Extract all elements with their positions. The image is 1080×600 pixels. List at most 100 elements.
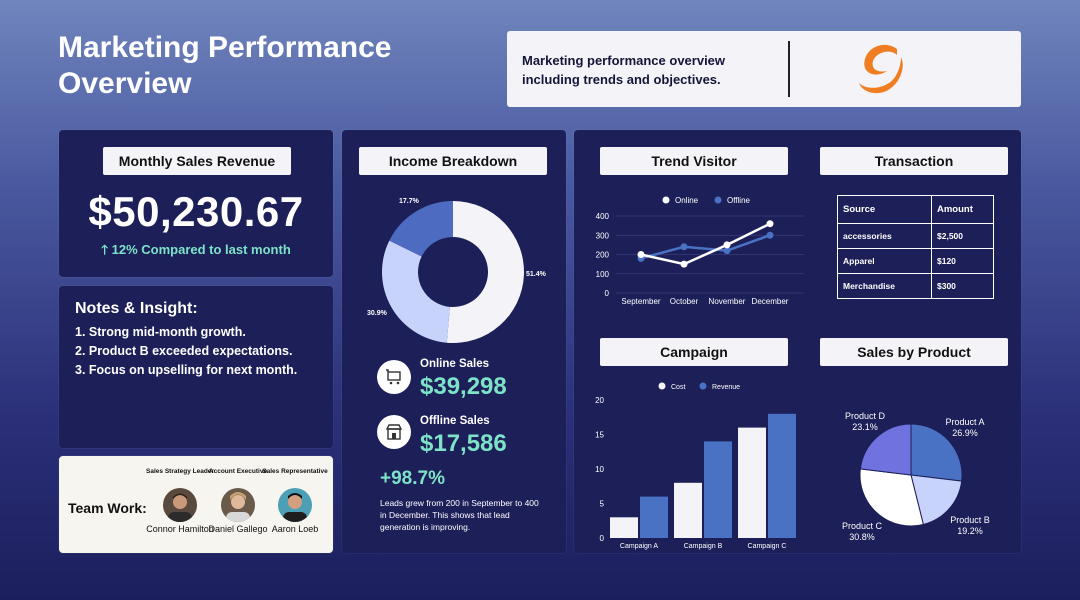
pie-label: Product B: [950, 515, 990, 525]
table-cell: accessories: [837, 223, 932, 249]
data-point: [680, 243, 688, 251]
header-description: Marketing performance overview including…: [522, 53, 726, 87]
donut-slice: [389, 201, 453, 257]
x-tick-label: Campaign A: [620, 543, 658, 550]
bar: [640, 496, 668, 538]
member-name: Aaron Loeb: [271, 524, 319, 534]
bar: [610, 517, 638, 538]
store-icon: [377, 415, 411, 449]
growth-text: Leads grew from 200 in September to 400 …: [380, 498, 539, 532]
member-role: Account Executive: [208, 468, 268, 475]
x-tick-label: December: [752, 297, 789, 306]
x-tick-label: October: [670, 297, 699, 306]
legend-marker: [662, 196, 670, 204]
donut-label-mid-share: 30.9%: [367, 310, 387, 317]
table-cell: Apparel: [837, 248, 932, 274]
team-member: Account Executive Daniel Gallego: [203, 468, 273, 534]
notes-item: 3. Focus on upselling for next month.: [75, 363, 298, 377]
bar: [704, 441, 732, 538]
member-role: Sales Strategy Leader: [146, 468, 214, 475]
y-tick-label: 15: [595, 431, 604, 440]
table-cell: $2,500: [931, 223, 994, 249]
y-tick-label: 20: [595, 396, 604, 405]
data-point: [680, 260, 688, 268]
campaign-chart: 0 5 10 15 20 Cost Revenue Campaign A Campaign B C…: [595, 382, 796, 550]
team-member: Sales Representative Aaron Loeb: [260, 468, 330, 534]
pie-slice: [910, 423, 963, 482]
legend-marker: [699, 382, 707, 390]
analytics-panel: Trend Visitor Transaction Campaign Sales…: [574, 130, 1021, 553]
table-header-source: Source: [837, 195, 932, 224]
online-sales-value: $39,298: [420, 373, 507, 400]
x-tick-label: September: [621, 297, 660, 306]
pie-percent-label: 19.2%: [957, 526, 983, 536]
growth-value: +98.7%: [380, 468, 445, 489]
team-label: Team Work:: [68, 500, 147, 516]
sales-revenue-title: Monthly Sales Revenue: [103, 147, 291, 175]
trend-visitor-chart: 0 100 200 300 400 September October November Dec…: [596, 196, 804, 306]
sales-by-product-chart: Product A26.9% Product B19.2% Product C30.…: [842, 411, 990, 542]
legend-label: Offline: [727, 196, 751, 205]
notes-panel: Notes & Insight: 1. Strong mid-month gro…: [59, 286, 333, 448]
pie-percent-label: 23.1%: [852, 422, 878, 432]
page-title: Marketing Performance Overview: [58, 31, 392, 100]
legend-label: Online: [675, 196, 699, 205]
table-cell: $300: [931, 273, 994, 299]
income-title: Income Breakdown: [359, 147, 547, 175]
header-description-box: Marketing performance overview including…: [507, 31, 1021, 107]
y-tick-label: 200: [596, 251, 610, 260]
sales-revenue-panel: Monthly Sales Revenue $50,230.67 🡑 12% C…: [59, 130, 333, 277]
income-donut-chart: [382, 201, 524, 343]
pie-label: Product D: [845, 411, 886, 421]
revenue-change: 🡑 12% Compared to last month: [59, 241, 333, 263]
offline-sales-label: Offline Sales: [420, 415, 490, 427]
header-divider: [788, 41, 790, 97]
data-point: [766, 220, 774, 228]
avatar: [221, 488, 255, 522]
revenue-value: $50,230.67: [88, 188, 304, 235]
y-tick-label: 5: [600, 500, 605, 509]
member-role: Sales Representative: [262, 468, 328, 475]
avatar: [163, 488, 197, 522]
table-cell: $120: [931, 248, 994, 274]
donut-label-large-share: 51.4%: [526, 271, 546, 278]
donut-slice: [446, 201, 524, 343]
notes-item: 1. Strong mid-month growth.: [75, 325, 246, 339]
y-tick-label: 400: [596, 212, 610, 221]
team-member: Sales Strategy Leader Connor Hamilton: [145, 468, 215, 534]
legend-marker: [658, 382, 666, 390]
y-tick-label: 0: [600, 534, 605, 543]
trend-visitor-title: Trend Visitor: [600, 147, 788, 175]
transaction-title: Transaction: [820, 147, 1008, 175]
table-header-amount: Amount: [931, 195, 994, 224]
bar: [674, 482, 702, 538]
transaction-table: Source Amount accessories $2,500 Apparel…: [837, 195, 994, 299]
sales-by-product-title: Sales by Product: [820, 338, 1008, 366]
pie-slice: [859, 468, 924, 527]
cart-icon: [377, 360, 411, 394]
avatar: [278, 488, 312, 522]
revenue-change-text: 12% Compared to last month: [111, 242, 291, 257]
pie-label: Product A: [945, 417, 984, 427]
table-row: Merchandise $300: [837, 273, 994, 299]
donut-slice: [382, 240, 450, 343]
pie-slice: [910, 474, 963, 526]
notes-title: Notes & Insight:: [75, 300, 198, 317]
series-line: [640, 222, 771, 266]
x-tick-label: November: [709, 297, 746, 306]
table-header-row: Source Amount: [837, 195, 994, 224]
series-line: [640, 234, 771, 260]
legend-label: Revenue: [712, 384, 740, 391]
x-tick-label: Campaign B: [684, 543, 723, 550]
legend-label: Cost: [671, 384, 685, 391]
legend-marker: [714, 196, 722, 204]
data-point: [723, 247, 731, 255]
y-tick-label: 100: [596, 270, 610, 279]
brand-logo-icon: [859, 44, 903, 94]
notes-item: 2. Product B exceeded expectations.: [75, 344, 293, 358]
member-name: Daniel Gallego: [208, 524, 268, 534]
donut-label-offline-share: 17.7%: [399, 198, 419, 205]
income-panel: Income Breakdown 17.7% 51.4% 30.9% Onlin…: [342, 130, 566, 553]
arrow-up-icon: 🡑: [101, 242, 108, 257]
team-panel: Team Work: Sales Strategy Leader Connor …: [59, 456, 333, 553]
